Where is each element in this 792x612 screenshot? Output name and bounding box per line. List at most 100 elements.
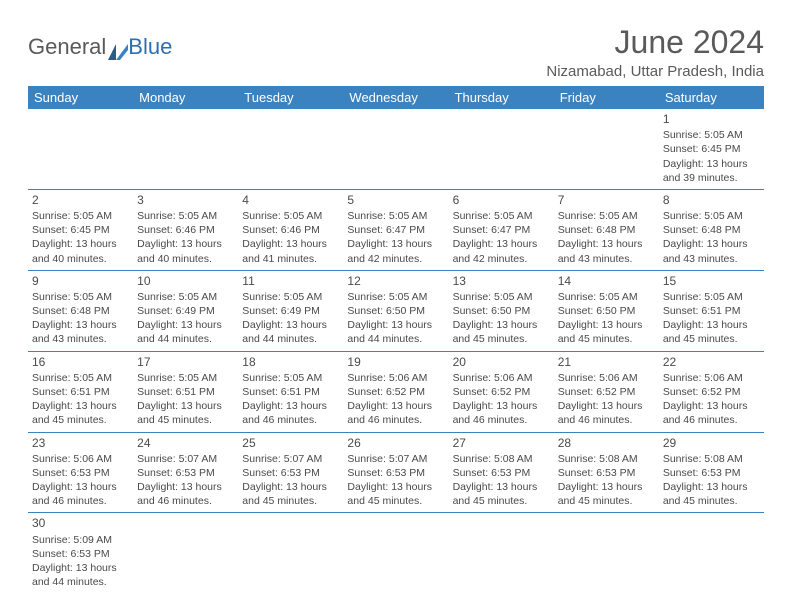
daylight-line: Daylight: 13 hours and 40 minutes. bbox=[137, 237, 234, 265]
sunset-line: Sunset: 6:46 PM bbox=[137, 223, 234, 237]
sunset-line: Sunset: 6:51 PM bbox=[242, 385, 339, 399]
daylight-line: Daylight: 13 hours and 45 minutes. bbox=[453, 318, 550, 346]
day-number: 25 bbox=[242, 435, 339, 451]
sunset-line: Sunset: 6:47 PM bbox=[453, 223, 550, 237]
sunrise-line: Sunrise: 5:06 AM bbox=[558, 371, 655, 385]
day-number: 7 bbox=[558, 192, 655, 208]
sunrise-line: Sunrise: 5:05 AM bbox=[32, 209, 129, 223]
calendar-day-cell: 18Sunrise: 5:05 AMSunset: 6:51 PMDayligh… bbox=[238, 351, 343, 432]
day-number: 28 bbox=[558, 435, 655, 451]
sunrise-line: Sunrise: 5:05 AM bbox=[242, 209, 339, 223]
sunrise-line: Sunrise: 5:06 AM bbox=[347, 371, 444, 385]
calendar-empty-cell bbox=[133, 109, 238, 189]
calendar-empty-cell bbox=[28, 109, 133, 189]
daylight-line: Daylight: 13 hours and 44 minutes. bbox=[137, 318, 234, 346]
calendar-day-cell: 15Sunrise: 5:05 AMSunset: 6:51 PMDayligh… bbox=[659, 270, 764, 351]
day-number: 5 bbox=[347, 192, 444, 208]
day-number: 29 bbox=[663, 435, 760, 451]
calendar-empty-cell bbox=[554, 109, 659, 189]
daylight-line: Daylight: 13 hours and 42 minutes. bbox=[347, 237, 444, 265]
daylight-line: Daylight: 13 hours and 46 minutes. bbox=[242, 399, 339, 427]
calendar-day-cell: 25Sunrise: 5:07 AMSunset: 6:53 PMDayligh… bbox=[238, 432, 343, 513]
day-number: 12 bbox=[347, 273, 444, 289]
sunset-line: Sunset: 6:49 PM bbox=[137, 304, 234, 318]
sunrise-line: Sunrise: 5:05 AM bbox=[137, 209, 234, 223]
sunrise-line: Sunrise: 5:05 AM bbox=[663, 128, 760, 142]
sunset-line: Sunset: 6:53 PM bbox=[32, 466, 129, 480]
sunset-line: Sunset: 6:53 PM bbox=[242, 466, 339, 480]
calendar-day-cell: 14Sunrise: 5:05 AMSunset: 6:50 PMDayligh… bbox=[554, 270, 659, 351]
day-number: 1 bbox=[663, 111, 760, 127]
sunrise-line: Sunrise: 5:06 AM bbox=[32, 452, 129, 466]
daylight-line: Daylight: 13 hours and 44 minutes. bbox=[32, 561, 129, 589]
calendar-day-cell: 9Sunrise: 5:05 AMSunset: 6:48 PMDaylight… bbox=[28, 270, 133, 351]
calendar-empty-cell bbox=[449, 513, 554, 593]
day-header: Wednesday bbox=[343, 86, 448, 109]
calendar-week-row: 1Sunrise: 5:05 AMSunset: 6:45 PMDaylight… bbox=[28, 109, 764, 189]
sunrise-line: Sunrise: 5:08 AM bbox=[558, 452, 655, 466]
sunset-line: Sunset: 6:51 PM bbox=[663, 304, 760, 318]
daylight-line: Daylight: 13 hours and 40 minutes. bbox=[32, 237, 129, 265]
day-number: 26 bbox=[347, 435, 444, 451]
day-number: 14 bbox=[558, 273, 655, 289]
day-number: 18 bbox=[242, 354, 339, 370]
calendar-week-row: 16Sunrise: 5:05 AMSunset: 6:51 PMDayligh… bbox=[28, 351, 764, 432]
day-number: 23 bbox=[32, 435, 129, 451]
sunrise-line: Sunrise: 5:08 AM bbox=[453, 452, 550, 466]
day-number: 9 bbox=[32, 273, 129, 289]
sunrise-line: Sunrise: 5:05 AM bbox=[663, 209, 760, 223]
sunrise-line: Sunrise: 5:05 AM bbox=[663, 290, 760, 304]
day-number: 3 bbox=[137, 192, 234, 208]
day-number: 24 bbox=[137, 435, 234, 451]
sunrise-line: Sunrise: 5:05 AM bbox=[242, 290, 339, 304]
page-subtitle: Nizamabad, Uttar Pradesh, India bbox=[546, 63, 764, 80]
day-header: Thursday bbox=[449, 86, 554, 109]
sunrise-line: Sunrise: 5:05 AM bbox=[558, 209, 655, 223]
calendar-week-row: 23Sunrise: 5:06 AMSunset: 6:53 PMDayligh… bbox=[28, 432, 764, 513]
daylight-line: Daylight: 13 hours and 41 minutes. bbox=[242, 237, 339, 265]
sunset-line: Sunset: 6:52 PM bbox=[347, 385, 444, 399]
calendar-empty-cell bbox=[554, 513, 659, 593]
day-number: 21 bbox=[558, 354, 655, 370]
calendar-day-cell: 20Sunrise: 5:06 AMSunset: 6:52 PMDayligh… bbox=[449, 351, 554, 432]
day-header: Monday bbox=[133, 86, 238, 109]
sunset-line: Sunset: 6:53 PM bbox=[137, 466, 234, 480]
daylight-line: Daylight: 13 hours and 39 minutes. bbox=[663, 157, 760, 185]
day-number: 11 bbox=[242, 273, 339, 289]
sunrise-line: Sunrise: 5:07 AM bbox=[242, 452, 339, 466]
sunrise-line: Sunrise: 5:05 AM bbox=[242, 371, 339, 385]
daylight-line: Daylight: 13 hours and 46 minutes. bbox=[663, 399, 760, 427]
daylight-line: Daylight: 13 hours and 45 minutes. bbox=[663, 480, 760, 508]
daylight-line: Daylight: 13 hours and 44 minutes. bbox=[347, 318, 444, 346]
day-number: 16 bbox=[32, 354, 129, 370]
calendar-day-cell: 5Sunrise: 5:05 AMSunset: 6:47 PMDaylight… bbox=[343, 189, 448, 270]
day-number: 10 bbox=[137, 273, 234, 289]
calendar-day-cell: 23Sunrise: 5:06 AMSunset: 6:53 PMDayligh… bbox=[28, 432, 133, 513]
daylight-line: Daylight: 13 hours and 46 minutes. bbox=[347, 399, 444, 427]
sunset-line: Sunset: 6:51 PM bbox=[32, 385, 129, 399]
day-number: 13 bbox=[453, 273, 550, 289]
sunset-line: Sunset: 6:53 PM bbox=[347, 466, 444, 480]
sunrise-line: Sunrise: 5:05 AM bbox=[453, 290, 550, 304]
calendar-day-cell: 27Sunrise: 5:08 AMSunset: 6:53 PMDayligh… bbox=[449, 432, 554, 513]
day-number: 20 bbox=[453, 354, 550, 370]
sunrise-line: Sunrise: 5:09 AM bbox=[32, 533, 129, 547]
sunrise-line: Sunrise: 5:05 AM bbox=[137, 371, 234, 385]
calendar-empty-cell bbox=[238, 513, 343, 593]
calendar-empty-cell bbox=[449, 109, 554, 189]
day-number: 27 bbox=[453, 435, 550, 451]
sunrise-line: Sunrise: 5:05 AM bbox=[32, 290, 129, 304]
calendar-day-cell: 21Sunrise: 5:06 AMSunset: 6:52 PMDayligh… bbox=[554, 351, 659, 432]
day-number: 4 bbox=[242, 192, 339, 208]
day-number: 2 bbox=[32, 192, 129, 208]
calendar-empty-cell bbox=[343, 109, 448, 189]
calendar-empty-cell bbox=[659, 513, 764, 593]
daylight-line: Daylight: 13 hours and 45 minutes. bbox=[558, 318, 655, 346]
daylight-line: Daylight: 13 hours and 45 minutes. bbox=[137, 399, 234, 427]
sunset-line: Sunset: 6:46 PM bbox=[242, 223, 339, 237]
calendar-day-cell: 12Sunrise: 5:05 AMSunset: 6:50 PMDayligh… bbox=[343, 270, 448, 351]
calendar-day-cell: 29Sunrise: 5:08 AMSunset: 6:53 PMDayligh… bbox=[659, 432, 764, 513]
daylight-line: Daylight: 13 hours and 44 minutes. bbox=[242, 318, 339, 346]
day-number: 8 bbox=[663, 192, 760, 208]
daylight-line: Daylight: 13 hours and 45 minutes. bbox=[32, 399, 129, 427]
